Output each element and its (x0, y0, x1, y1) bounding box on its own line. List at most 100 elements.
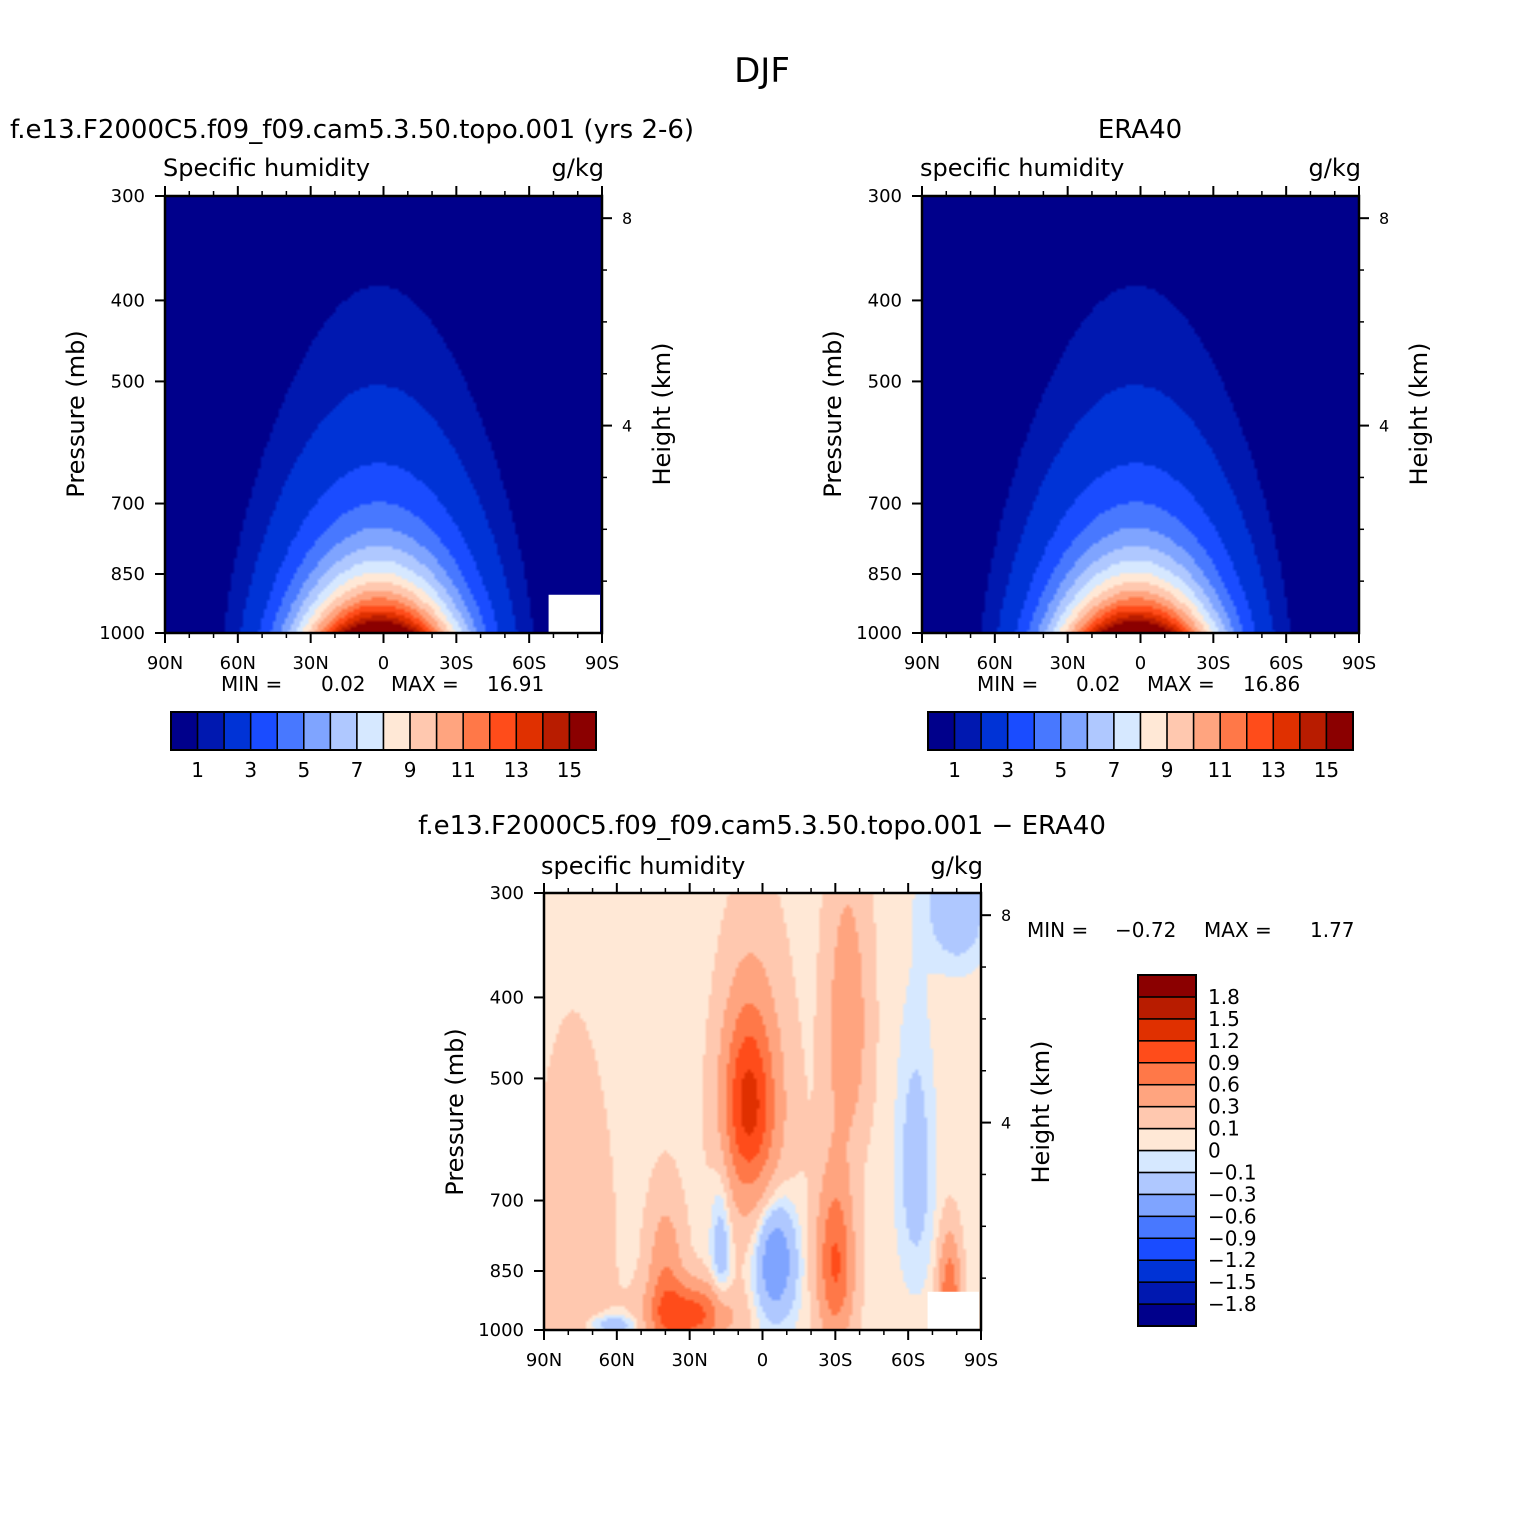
colorbar-label: −0.3 (1208, 1182, 1257, 1206)
colorbar-swatch (409, 711, 438, 751)
colorbar-swatch (1137, 1127, 1197, 1152)
colorbar-swatch (1246, 711, 1275, 751)
difference-panel: f.e13.F2000C5.f09_f09.cam5.3.50.topo.001… (418, 811, 1354, 1371)
colorbar-label: 1.8 (1208, 985, 1240, 1009)
y-tick-label: 500 (868, 371, 902, 392)
colorbar-swatch (1137, 1215, 1197, 1239)
colorbar-swatch (1137, 1193, 1197, 1218)
panel-subtitle-left: specific humidity (541, 852, 745, 880)
min-value: 0.02 (321, 672, 366, 696)
plot-area: 90N 60N 30N 0 30S 60S 90S 300 400 500 700 850 1000 8 4 (478, 883, 1011, 1371)
colorbar-label: 15 (557, 758, 582, 782)
contour-field (922, 196, 1359, 633)
y-tick-label: 700 (868, 494, 902, 515)
y2-tick-label: 8 (1379, 209, 1389, 228)
obs-panel: ERA40 specific humidity g/kg Pressure (m… (819, 115, 1433, 782)
y2-tick-label: 8 (1001, 906, 1011, 925)
colorbar-label: −0.1 (1208, 1160, 1257, 1184)
y2-tick-label: 8 (622, 209, 632, 228)
colorbar-swatch (1192, 711, 1221, 751)
colorbar-label: 1.5 (1208, 1007, 1240, 1031)
colorbar-frame (170, 711, 597, 751)
colorbar-label: 0 (1208, 1139, 1221, 1163)
colorbar-swatch (1299, 711, 1328, 751)
x-tick-label: 60S (891, 1350, 925, 1371)
colorbar-swatch (170, 711, 199, 751)
missing-data-mask (927, 1291, 979, 1329)
colorbar-swatch (223, 711, 252, 751)
colorbar-swatch (382, 711, 411, 751)
colorbar-swatch (1137, 1259, 1197, 1283)
panel-subtitle-right: g/kg (552, 154, 604, 182)
colorbar-label: −1.8 (1208, 1292, 1257, 1316)
colorbar-swatch (1006, 711, 1035, 751)
colorbar-swatch (568, 711, 597, 751)
figure-title: DJF (734, 51, 790, 91)
x-tick-label: 90S (964, 1350, 998, 1371)
colorbar-label: 1 (948, 758, 961, 782)
x-tick-label: 60N (599, 1350, 635, 1371)
colorbar-label: 13 (504, 758, 529, 782)
x-tick-label: 90S (585, 653, 619, 674)
y-tick-label: 850 (490, 1261, 524, 1282)
colorbar-swatch (1166, 711, 1195, 751)
colorbar-label: 0.6 (1208, 1073, 1240, 1097)
y-tick-label: 300 (111, 186, 145, 207)
colorbar-swatch (1137, 1303, 1197, 1327)
panel-subtitle-right: g/kg (931, 852, 983, 880)
model-panel: f.e13.F2000C5.f09_f09.cam5.3.50.topo.001… (10, 115, 694, 782)
colorbar-label: 3 (244, 758, 257, 782)
colorbar-swatch (1219, 711, 1248, 751)
colorbar-label: 11 (450, 758, 475, 782)
colorbar-swatch (276, 711, 305, 751)
y-tick-label: 700 (490, 1191, 524, 1212)
y-tick-label: 850 (111, 564, 145, 585)
colorbar-swatch (1137, 1040, 1197, 1064)
colorbar-label: 15 (1314, 758, 1339, 782)
colorbar-label: 13 (1261, 758, 1286, 782)
colorbar-label: 3 (1001, 758, 1014, 782)
colorbar-swatch (1137, 1083, 1197, 1108)
colorbar-swatch (1137, 1018, 1197, 1042)
min-value: −0.72 (1115, 918, 1176, 942)
y-tick-label: 500 (111, 371, 145, 392)
min-label: MIN = (1027, 918, 1088, 942)
x-tick-label: 90N (147, 653, 183, 674)
colorbar-swatch (1137, 1105, 1197, 1130)
colorbar-swatch (953, 711, 982, 751)
y-tick-label: 400 (868, 290, 902, 311)
colorbar-swatch (249, 711, 278, 751)
colorbar-swatch (1137, 1281, 1197, 1305)
x-tick-label: 0 (1135, 653, 1146, 674)
y2-tick-label: 4 (1379, 417, 1389, 436)
colorbar-swatch (462, 711, 491, 751)
colorbar-swatch (1139, 711, 1168, 751)
plot-area: 90N 60N 30N 0 30S 60S 90S 300 400 500 700 850 1000 8 4 (99, 186, 632, 674)
plot-area: 90N 60N 30N 0 30S 60S 90S 300 400 500 700 850 1000 8 4 (856, 186, 1389, 674)
y2-axis-label: Height (km) (648, 343, 676, 486)
y-tick-label: 1000 (478, 1320, 524, 1341)
colorbar-label: 7 (1108, 758, 1121, 782)
x-tick-label: 90N (526, 1350, 562, 1371)
colorbar-swatch (515, 711, 544, 751)
colorbar-frame (1137, 974, 1197, 1327)
y-tick-label: 400 (111, 290, 145, 311)
colorbar-label: −1.5 (1208, 1270, 1257, 1294)
colorbar-swatch (303, 711, 332, 751)
x-tick-label: 0 (378, 653, 389, 674)
y-tick-label: 300 (490, 883, 524, 904)
colorbar-label: 0.1 (1208, 1117, 1240, 1141)
x-tick-label: 60N (977, 653, 1013, 674)
colorbar-label: 5 (297, 758, 310, 782)
colorbar-swatch (196, 711, 225, 751)
x-tick-label: 30S (818, 1350, 852, 1371)
max-value: 16.86 (1243, 672, 1300, 696)
colorbar-label: 5 (1054, 758, 1067, 782)
min-value: 0.02 (1076, 672, 1121, 696)
colorbar: −1.8−1.5−1.2−0.9−0.6−0.3−0.100.10.30.60.… (1137, 974, 1257, 1327)
missing-data-mask (548, 594, 600, 632)
colorbar: 1 3 5 7 9 11 13 15 (927, 711, 1354, 782)
y-tick-label: 1000 (99, 623, 145, 644)
colorbar-swatch (1033, 711, 1062, 751)
colorbar-swatch (1325, 711, 1354, 751)
